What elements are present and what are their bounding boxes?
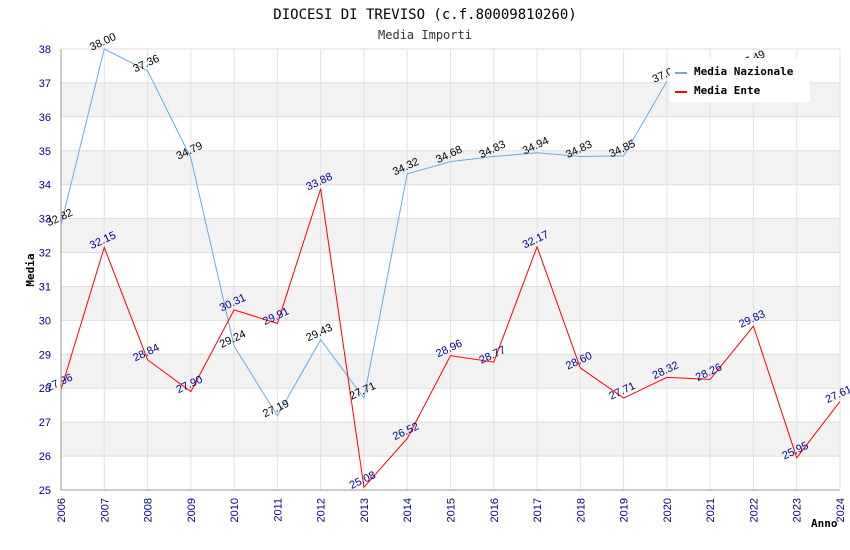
x-tick-label: 2023 <box>792 498 804 522</box>
y-tick-label: 28 <box>39 383 51 395</box>
legend-label-media-nazionale: Media Nazionale <box>694 65 794 78</box>
x-tick-label: 2011 <box>272 498 284 522</box>
y-tick-label: 30 <box>39 315 51 327</box>
x-axis-label: Anno <box>811 517 838 530</box>
y-tick-label: 32 <box>39 248 51 260</box>
x-tick-label: 2013 <box>359 498 371 522</box>
x-tick-label: 2024 <box>835 498 847 522</box>
x-tick-label: 2015 <box>446 498 458 522</box>
legend-label-media-ente: Media Ente <box>694 84 761 97</box>
y-tick-label: 29 <box>39 349 51 361</box>
x-tick-label: 2016 <box>489 498 501 522</box>
legend: Media Nazionale Media Ente <box>670 58 810 102</box>
x-tick-label: 2012 <box>316 498 328 522</box>
gridlines <box>60 48 841 491</box>
chart-subtitle: Media Importi <box>378 28 472 42</box>
x-tick-label: 2019 <box>619 498 631 522</box>
y-axis-ticks: 25 26 27 28 29 30 31 32 33 34 35 36 37 38 <box>39 44 51 497</box>
x-tick-label: 2017 <box>532 498 544 522</box>
x-tick-label: 2010 <box>229 498 241 522</box>
chart-title: DIOCESI DI TREVISO (c.f.80009810260) <box>273 7 576 23</box>
y-axis-label: Media <box>24 253 37 286</box>
x-tick-label: 2018 <box>575 498 587 522</box>
x-tick-label: 2014 <box>402 498 414 522</box>
x-tick-label: 2007 <box>99 498 111 522</box>
y-tick-label: 33 <box>39 214 51 226</box>
y-tick-label: 34 <box>39 180 51 192</box>
y-tick-label: 31 <box>39 281 51 293</box>
x-tick-label: 2009 <box>186 498 198 522</box>
x-tick-label: 2006 <box>56 498 68 522</box>
x-tick-label: 2022 <box>748 498 760 522</box>
x-axis-ticks: 2006 2007 2008 2009 2010 2011 2012 2013 2014 2015… <box>56 49 847 522</box>
y-tick-label: 37 <box>39 78 51 90</box>
y-tick-label: 35 <box>39 146 51 158</box>
y-tick-label: 25 <box>39 485 51 497</box>
x-tick-label: 2008 <box>143 498 155 522</box>
series-lines <box>60 49 841 489</box>
y-tick-label: 36 <box>39 112 51 124</box>
x-tick-label: 2020 <box>662 498 674 522</box>
y-tick-label: 38 <box>39 44 51 56</box>
x-tick-label: 2021 <box>705 498 717 522</box>
legend-box <box>670 58 810 102</box>
series-line-media-ente <box>60 188 841 489</box>
y-tick-label: 26 <box>39 451 51 463</box>
y-tick-label: 27 <box>39 417 51 429</box>
